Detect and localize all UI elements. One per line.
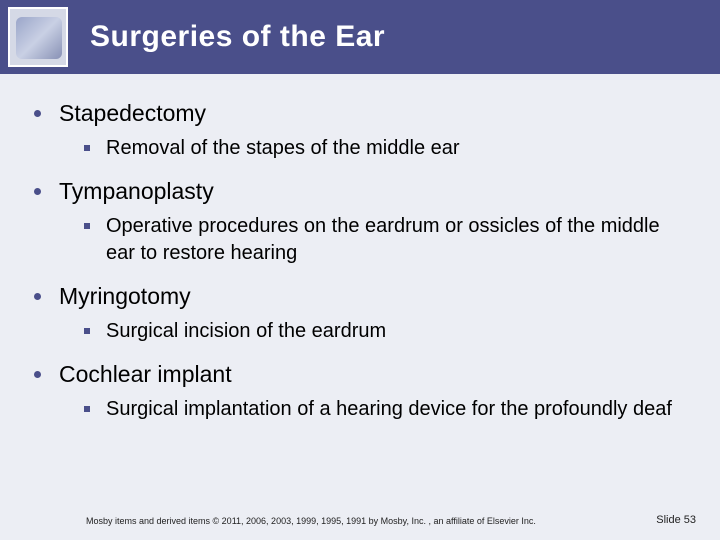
slide-number: Slide 53	[656, 514, 696, 526]
header-thumbnail-icon	[8, 7, 68, 67]
bullet-label: Stapedectomy	[59, 98, 206, 129]
bullet-dot-icon	[34, 188, 41, 195]
sub-bullet-text: Operative procedures on the eardrum or o…	[106, 213, 686, 267]
bullet-item: Cochlear implant	[34, 359, 686, 390]
bullet-item: Stapedectomy	[34, 98, 686, 129]
sub-bullet-square-icon	[84, 328, 90, 334]
slide-title: Surgeries of the Ear	[90, 20, 385, 54]
sub-bullet-item: Surgical incision of the eardrum	[84, 318, 686, 345]
sub-bullet-text: Surgical implantation of a hearing devic…	[106, 396, 682, 423]
sub-bullet-item: Removal of the stapes of the middle ear	[84, 135, 686, 162]
sub-bullet-square-icon	[84, 145, 90, 151]
sub-bullet-text: Removal of the stapes of the middle ear	[106, 135, 470, 162]
sub-bullet-text: Surgical incision of the eardrum	[106, 318, 396, 345]
slide-header: Surgeries of the Ear	[0, 0, 720, 74]
sub-bullet-item: Surgical implantation of a hearing devic…	[84, 396, 686, 423]
slide-content: Stapedectomy Removal of the stapes of th…	[0, 74, 720, 423]
sub-bullet-square-icon	[84, 223, 90, 229]
sub-bullet-square-icon	[84, 406, 90, 412]
bullet-item: Myringotomy	[34, 281, 686, 312]
thumbnail-image-placeholder	[16, 17, 62, 59]
bullet-dot-icon	[34, 293, 41, 300]
bullet-label: Myringotomy	[59, 281, 191, 312]
bullet-item: Tympanoplasty	[34, 176, 686, 207]
bullet-label: Tympanoplasty	[59, 176, 214, 207]
copyright-text: Mosby items and derived items © 2011, 20…	[86, 516, 536, 526]
sub-bullet-item: Operative procedures on the eardrum or o…	[84, 213, 686, 267]
bullet-label: Cochlear implant	[59, 359, 232, 390]
bullet-dot-icon	[34, 371, 41, 378]
bullet-dot-icon	[34, 110, 41, 117]
slide-footer: Mosby items and derived items © 2011, 20…	[0, 514, 720, 526]
